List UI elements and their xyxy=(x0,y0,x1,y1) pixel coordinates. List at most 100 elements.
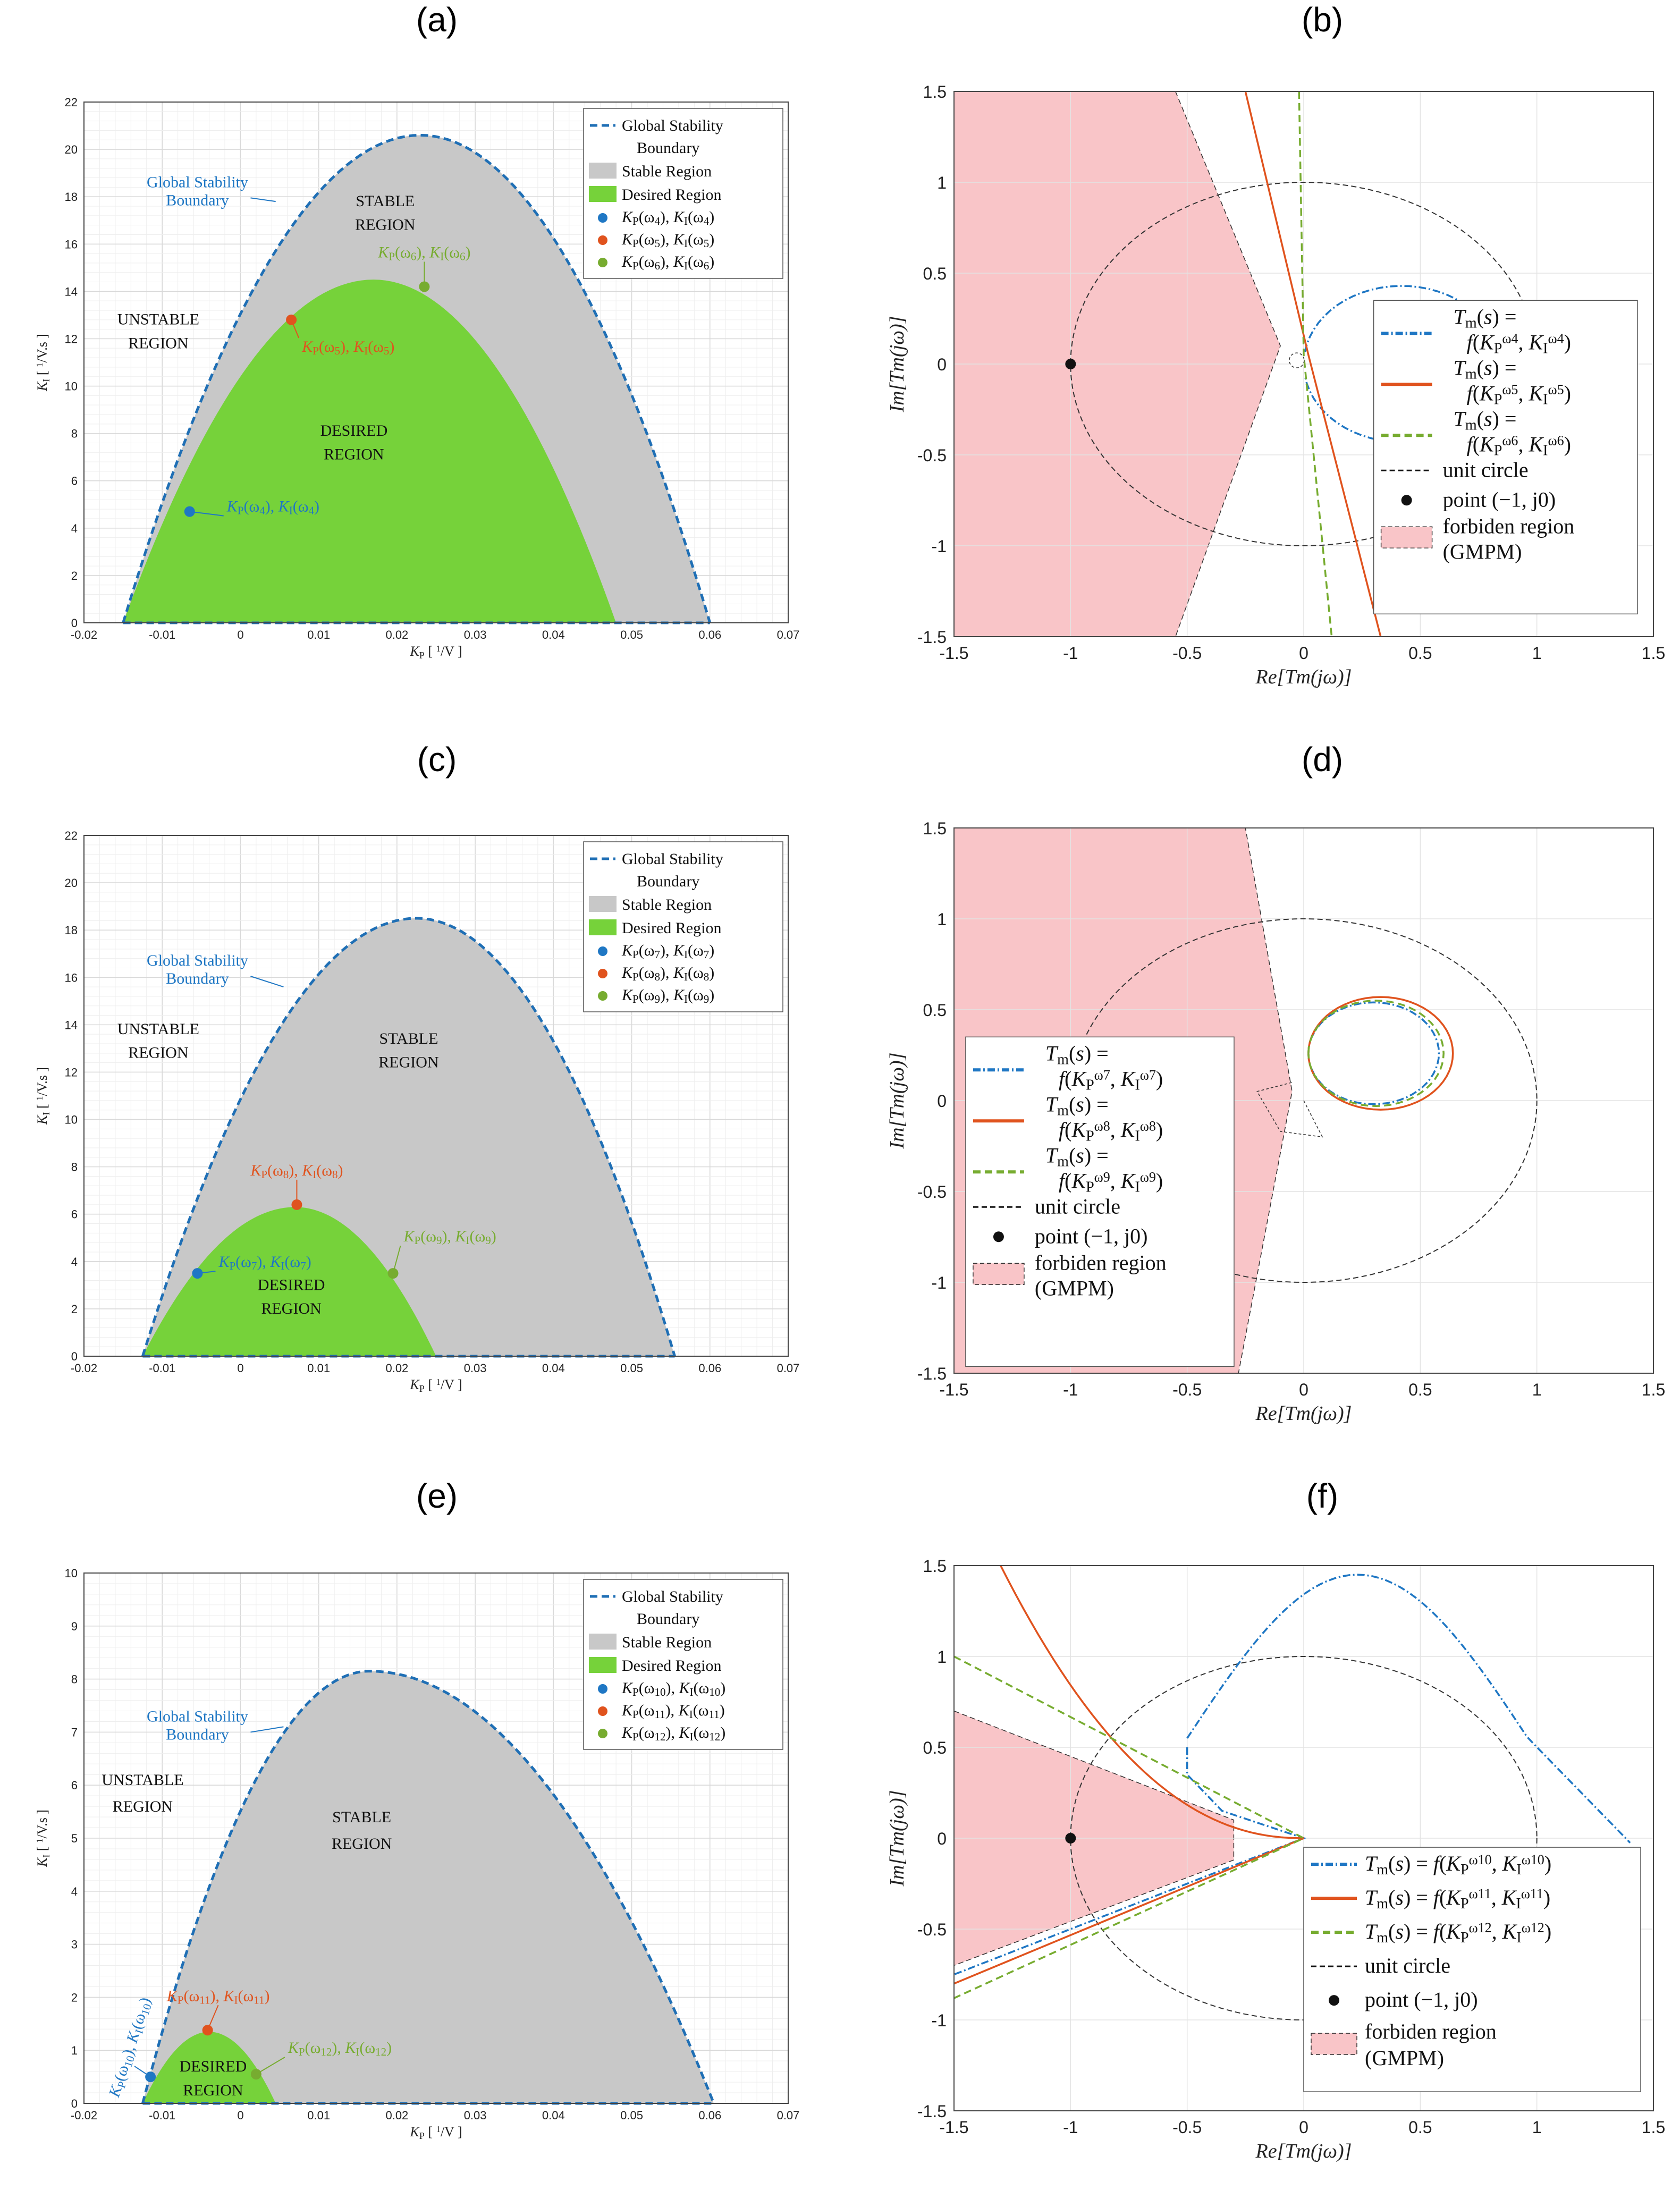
data-point xyxy=(286,314,297,325)
x-tick-label: 0.05 xyxy=(620,2109,643,2122)
critical-point xyxy=(1065,359,1076,369)
axes-frame xyxy=(83,1572,789,2104)
y-tick-label: 0 xyxy=(937,355,947,374)
y-tick-label: 0 xyxy=(71,2097,78,2110)
x-tick-label: 0.02 xyxy=(385,1362,408,1375)
legend-label: (GMPM) xyxy=(1365,2046,1444,2070)
x-tick-label: -0.5 xyxy=(1172,2118,1202,2137)
unstable-region-label: REGION xyxy=(128,1044,188,1062)
series-line-blue-tail xyxy=(954,1747,1307,1976)
desired-region xyxy=(123,280,617,623)
legend-label: f(KPω8, KIω8) xyxy=(1059,1118,1163,1144)
chart-b: -1.5 -1 -0.5 0 0.5 1 1.5 -1.5 -1 -0.5 0 0.5 1 1.5 Re[T… xyxy=(886,82,1665,688)
series-line-green xyxy=(954,1655,1306,1999)
legend-label: Tm(s) = xyxy=(1045,1092,1109,1119)
x-tick-label: 0.5 xyxy=(1408,2118,1432,2137)
x-axis-label: KP [ 1/V ] xyxy=(409,2124,462,2141)
x-tick-label: 0 xyxy=(237,1362,243,1375)
desired-region-label: DESIRED xyxy=(320,422,388,439)
legend-label: Desired Region xyxy=(622,186,721,204)
y-tick-label: 5 xyxy=(71,1832,78,1845)
axes-frame xyxy=(83,835,789,1357)
legend-label: Tm(s) = f(KPω10, KIω10) xyxy=(1365,1851,1551,1878)
axes-frame xyxy=(83,102,789,623)
boundary-annotation: Global Stability xyxy=(147,173,248,191)
stable-region-label: REGION xyxy=(378,1054,438,1071)
x-tick-label: 0.04 xyxy=(542,1362,565,1375)
unstable-region-label: UNSTABLE xyxy=(117,1020,199,1038)
legend-swatch-point xyxy=(598,991,607,1001)
origin-loop xyxy=(1256,1082,1323,1138)
legend-label: Tm(s) = xyxy=(1045,1143,1109,1170)
legend-label: f(KPω6, KIω6) xyxy=(1467,432,1571,459)
x-tick-label: -1.5 xyxy=(939,644,968,663)
legend-swatch-forbidden xyxy=(1380,526,1433,549)
unstable-region-label: UNSTABLE xyxy=(102,1771,183,1789)
unstable-region-label: UNSTABLE xyxy=(117,311,199,328)
legend-box xyxy=(583,1579,783,1750)
panel-label-c: (c) xyxy=(417,740,457,779)
y-tick-label: 6 xyxy=(71,475,78,488)
data-point xyxy=(184,506,195,517)
y-tick-label: 4 xyxy=(71,1255,78,1269)
data-point xyxy=(419,281,430,292)
legend-label: KP(ω8), KI(ω8) xyxy=(621,964,714,983)
legend-label: Tm(s) = f(KPω11, KIω11) xyxy=(1365,1885,1550,1912)
y-axis-label: Im[Tm(jω)] xyxy=(886,316,908,413)
y-tick-label: 8 xyxy=(71,1161,78,1174)
legend-label: KP(ω6), KI(ω6) xyxy=(621,253,714,272)
stable-region-label: REGION xyxy=(355,216,415,234)
stable-region-label: STABLE xyxy=(332,1808,391,1826)
global-stability-boundary xyxy=(141,1670,715,2104)
y-axis-label: Im[Tm(jω)] xyxy=(886,1053,908,1149)
series-line-orange-tail xyxy=(954,1837,1304,1985)
y-tick-label: -0.5 xyxy=(917,446,947,465)
legend-swatch-point xyxy=(598,1706,607,1716)
stable-region-label: STABLE xyxy=(356,192,415,210)
y-tick-label: 3 xyxy=(71,1938,78,1951)
x-tick-label: 0.04 xyxy=(542,628,565,641)
x-tick-label: 0.04 xyxy=(542,2109,565,2122)
x-tick-label: -0.02 xyxy=(71,1362,97,1375)
legend-label: point (−1, j0) xyxy=(1443,487,1556,511)
legend-label: Boundary xyxy=(637,1610,699,1628)
boundary-arrow xyxy=(250,976,284,988)
unstable-region-label: REGION xyxy=(113,1798,173,1815)
x-axis-label: Re[Tm(jω)] xyxy=(1255,1402,1352,1425)
y-tick-label: 20 xyxy=(65,876,78,890)
panel-label-e: (e) xyxy=(416,1477,458,1515)
legend-swatch-point xyxy=(598,213,607,223)
y-tick-label: 1 xyxy=(71,2044,78,2057)
point-label: KP(ω9), KI(ω9) xyxy=(403,1228,496,1247)
x-tick-label: 0 xyxy=(1299,644,1308,663)
legend-label: Tm(s) = xyxy=(1454,305,1517,331)
x-tick-label: 0.06 xyxy=(698,628,721,641)
y-tick-label: 2 xyxy=(71,1303,78,1316)
legend-swatch-desired xyxy=(589,186,617,202)
legend-label: unit circle xyxy=(1443,458,1529,481)
legend-swatch-point xyxy=(598,946,607,956)
legend-swatch-point xyxy=(598,235,607,245)
chart-e: -0.02 -0.01 0 0.01 0.02 0.03 0.04 0.05 0.06 0.07 0… xyxy=(35,1567,799,2141)
legend-swatch-stable xyxy=(589,1634,617,1650)
legend-label: Boundary xyxy=(637,139,699,157)
legend-label: point (−1, j0) xyxy=(1365,1988,1478,2011)
y-tick-label: -1.5 xyxy=(917,628,947,647)
legend-box xyxy=(583,108,783,279)
point-label: KP(ω12), KI(ω12) xyxy=(288,2039,392,2058)
critical-point xyxy=(1065,1833,1076,1844)
legend-label: f(KPω5, KIω5) xyxy=(1467,381,1571,408)
legend-label: f(KPω4, KIω4) xyxy=(1467,330,1571,357)
legend-label: Stable Region xyxy=(622,896,712,914)
legend-label: KP(ω9), KI(ω9) xyxy=(621,986,714,1005)
x-tick-label: 0.07 xyxy=(777,1362,800,1375)
series-line-orange xyxy=(1244,91,1382,637)
legend-label: Global Stability xyxy=(622,117,723,134)
x-tick-label: -0.01 xyxy=(149,628,175,641)
x-tick-label: 0.03 xyxy=(464,2109,487,2122)
x-tick-label: -0.02 xyxy=(71,2109,97,2122)
origin-loop xyxy=(1289,352,1305,368)
x-tick-label: -0.5 xyxy=(1172,644,1202,663)
x-tick-label: 1 xyxy=(1532,644,1542,663)
legend-swatch-point xyxy=(598,969,607,978)
